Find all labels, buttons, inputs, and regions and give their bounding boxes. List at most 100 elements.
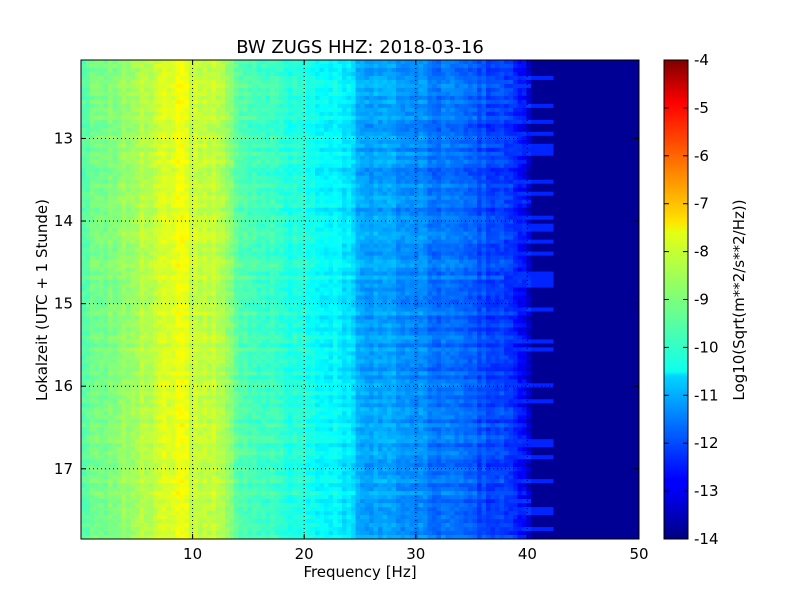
heatmap-cell	[238, 143, 244, 149]
heatmap-cell	[234, 167, 240, 173]
heatmap-cell	[607, 139, 613, 145]
heatmap-cell	[216, 83, 222, 89]
heatmap-cell	[630, 63, 636, 69]
heatmap-cell	[90, 135, 96, 141]
heatmap-cell	[400, 163, 406, 169]
heatmap-cell	[292, 151, 298, 157]
heatmap-cell	[355, 87, 361, 93]
heatmap-cell	[369, 103, 375, 109]
heatmap-cell	[580, 147, 586, 153]
heatmap-cell	[306, 107, 312, 113]
heatmap-cell	[337, 143, 343, 149]
heatmap-cell	[270, 103, 276, 109]
heatmap-cell	[576, 60, 582, 65]
heatmap-cell	[490, 191, 496, 197]
heatmap-cell	[117, 63, 123, 69]
heatmap-cell	[301, 139, 307, 145]
heatmap-cell	[126, 175, 132, 181]
heatmap-cell	[445, 215, 451, 221]
heatmap-cell	[409, 67, 415, 73]
heatmap-cell	[279, 147, 285, 153]
heatmap-cell	[126, 107, 132, 113]
heatmap-cell	[585, 71, 591, 77]
heatmap-cell	[288, 151, 294, 157]
heatmap-cell	[535, 115, 541, 121]
heatmap-cell	[157, 155, 163, 161]
heatmap-cell	[391, 67, 397, 73]
heatmap-cell	[157, 211, 163, 217]
heatmap-cell	[243, 155, 249, 161]
heatmap-cell	[472, 95, 478, 101]
heatmap-cell	[567, 167, 573, 173]
heatmap-cell	[274, 175, 280, 181]
heatmap-cell	[135, 139, 141, 145]
heatmap-cell	[427, 87, 433, 93]
heatmap-cell	[306, 127, 312, 133]
heatmap-cell	[504, 139, 510, 145]
heatmap-cell	[202, 171, 208, 177]
heatmap-cell	[594, 215, 600, 221]
heatmap-cell	[517, 195, 523, 201]
heatmap-cell	[373, 123, 379, 129]
heatmap-cell	[603, 179, 609, 185]
heatmap-cell	[625, 195, 631, 201]
heatmap-cell	[432, 175, 438, 181]
heatmap-cell	[445, 75, 451, 81]
heatmap-cell	[162, 195, 168, 201]
heatmap-cell	[117, 159, 123, 165]
heatmap-cell	[459, 199, 465, 205]
heatmap-cell	[400, 147, 406, 153]
heatmap-cell	[306, 151, 312, 157]
heatmap-cell	[553, 215, 559, 221]
heatmap-cell	[108, 91, 114, 97]
heatmap-cell	[261, 115, 267, 121]
heatmap-cell	[189, 203, 195, 209]
heatmap-cell	[490, 103, 496, 109]
heatmap-cell	[472, 167, 478, 173]
heatmap-cell	[436, 191, 442, 197]
heatmap-cell	[463, 87, 469, 93]
heatmap-cell	[391, 147, 397, 153]
heatmap-cell	[450, 155, 456, 161]
heatmap-cell	[220, 219, 226, 225]
heatmap-cell	[630, 187, 636, 193]
heatmap-cell	[616, 179, 622, 185]
heatmap-cell	[504, 83, 510, 89]
heatmap-cell	[454, 211, 460, 217]
heatmap-cell	[526, 159, 532, 165]
heatmap-cell	[378, 211, 384, 217]
heatmap-cell	[288, 163, 294, 169]
heatmap-cell	[103, 187, 109, 193]
heatmap-cell	[477, 203, 483, 209]
heatmap-cell	[216, 79, 222, 85]
heatmap-cell	[166, 151, 172, 157]
heatmap-cell	[576, 155, 582, 161]
heatmap-cell	[472, 151, 478, 157]
heatmap-cell	[400, 67, 406, 73]
heatmap-cell	[459, 143, 465, 149]
heatmap-cell	[139, 111, 145, 117]
heatmap-cell	[378, 99, 384, 105]
heatmap-cell	[423, 147, 429, 153]
heatmap-cell	[504, 107, 510, 113]
heatmap-cell	[373, 167, 379, 173]
heatmap-cell	[333, 175, 339, 181]
heatmap-cell	[522, 131, 528, 137]
heatmap-cell	[477, 163, 483, 169]
heatmap-cell	[490, 115, 496, 121]
heatmap-cell	[351, 75, 357, 81]
heatmap-cell	[238, 187, 244, 193]
heatmap-cell	[621, 135, 627, 141]
heatmap-cell	[283, 151, 289, 157]
heatmap-cell	[202, 79, 208, 85]
heatmap-cell	[522, 135, 528, 141]
heatmap-cell	[391, 187, 397, 193]
heatmap-cell	[414, 127, 420, 133]
heatmap-cell	[400, 195, 406, 201]
heatmap-cell	[472, 79, 478, 85]
heatmap-cell	[279, 203, 285, 209]
heatmap-cell	[184, 75, 190, 81]
heatmap-cell	[117, 111, 123, 117]
heatmap-cell	[598, 60, 604, 65]
heatmap-cell	[238, 95, 244, 101]
